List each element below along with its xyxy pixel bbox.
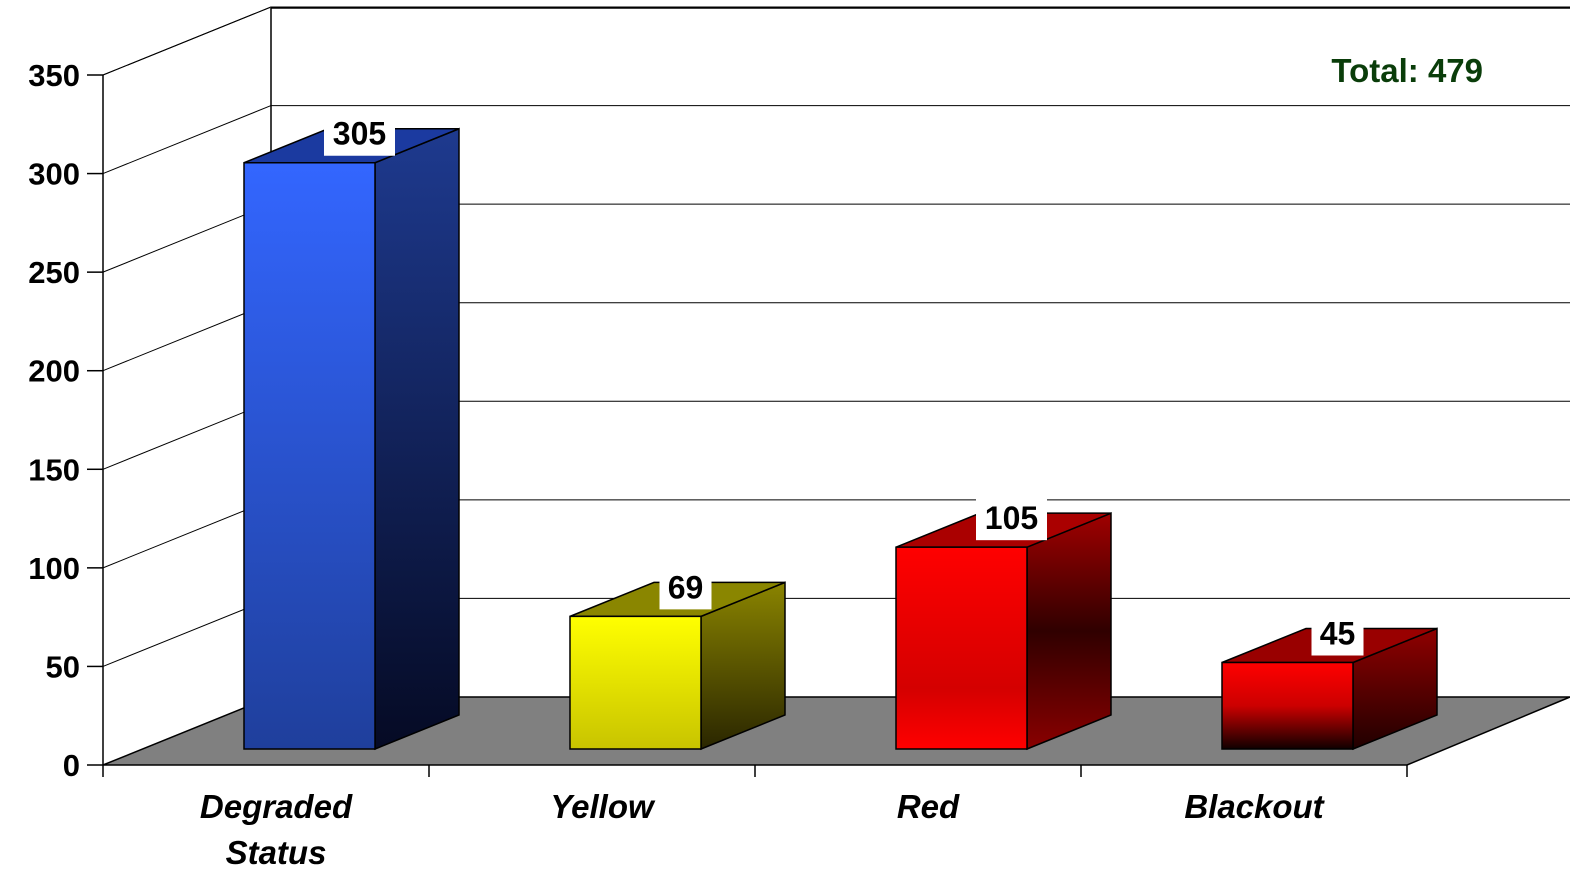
data-label-bg-1 bbox=[659, 567, 712, 610]
gridline-side-200 bbox=[102, 302, 272, 372]
bar-front-0 bbox=[243, 161, 376, 750]
gridline-side-350 bbox=[102, 6, 272, 76]
y-tick-label-100: 100 bbox=[28, 551, 80, 586]
data-label-bg-2 bbox=[976, 498, 1047, 541]
bar-side-0 bbox=[374, 127, 460, 751]
bar-front-1 bbox=[569, 615, 702, 750]
data-label-bg-0 bbox=[324, 113, 395, 156]
data-label-0: 305 bbox=[333, 116, 386, 152]
y-tick-label-0: 0 bbox=[63, 748, 80, 783]
gridline-side-100 bbox=[102, 499, 272, 569]
y-tick-label-200: 200 bbox=[28, 354, 80, 389]
gridline-side-150 bbox=[102, 400, 272, 470]
category-label-2-0: Red bbox=[897, 788, 960, 825]
total-annotation: Total: 479 bbox=[1331, 52, 1483, 89]
y-tick-label-150: 150 bbox=[28, 452, 80, 487]
category-label-0-1: Status bbox=[226, 834, 327, 870]
bar-0 bbox=[243, 127, 460, 751]
gridline-side-250 bbox=[102, 203, 272, 273]
y-tick-label-350: 350 bbox=[28, 58, 80, 93]
bar-2 bbox=[895, 512, 1112, 751]
category-label-3-0: Blackout bbox=[1184, 788, 1325, 825]
chart-floor bbox=[102, 696, 1570, 766]
bar-3 bbox=[1221, 627, 1438, 751]
bar-side-2 bbox=[1026, 512, 1112, 751]
gridline-side-50 bbox=[102, 597, 272, 667]
bar-front-3 bbox=[1221, 661, 1354, 750]
bar-front-2 bbox=[895, 546, 1028, 750]
bar-1 bbox=[569, 581, 786, 751]
category-label-0-0: Degraded bbox=[200, 788, 353, 825]
data-label-bg-3 bbox=[1311, 613, 1364, 656]
y-tick-label-250: 250 bbox=[28, 255, 80, 290]
data-label-3: 45 bbox=[1320, 616, 1356, 652]
y-tick-label-300: 300 bbox=[28, 157, 80, 192]
y-tick-label-50: 50 bbox=[46, 649, 80, 684]
gridline-side-300 bbox=[102, 105, 272, 175]
data-label-1: 69 bbox=[668, 569, 704, 605]
category-label-1-0: Yellow bbox=[550, 788, 656, 825]
data-label-2: 105 bbox=[985, 500, 1038, 536]
